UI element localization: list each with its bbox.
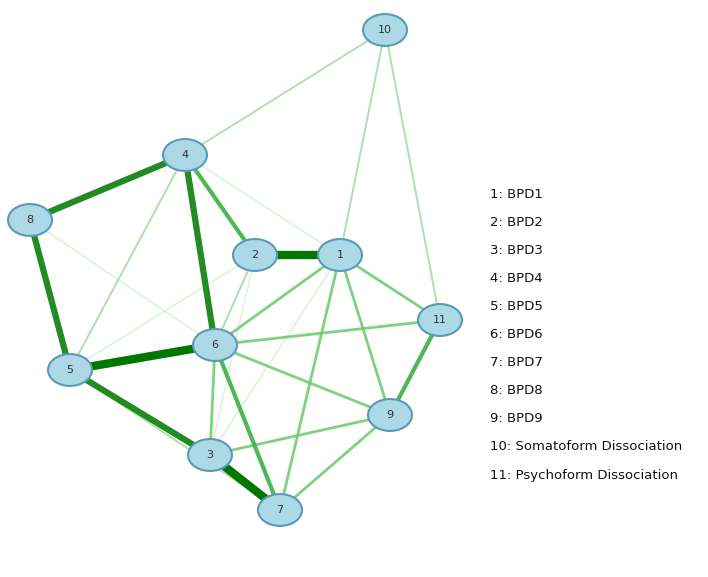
Text: 3: 3 (207, 450, 214, 460)
Ellipse shape (363, 14, 407, 46)
Text: 9: 9 (387, 410, 394, 420)
Text: 1: BPD1: 1: BPD1 (490, 189, 543, 201)
Text: 11: Psychoform Dissociation: 11: Psychoform Dissociation (490, 469, 678, 481)
Ellipse shape (418, 304, 462, 336)
Text: 2: BPD2: 2: BPD2 (490, 216, 543, 230)
Text: 11: 11 (433, 315, 447, 325)
Ellipse shape (233, 239, 277, 271)
Text: 7: BPD7: 7: BPD7 (490, 357, 543, 369)
Text: 10: 10 (378, 25, 392, 35)
Text: 5: BPD5: 5: BPD5 (490, 301, 543, 313)
Text: 1: 1 (336, 250, 343, 260)
Ellipse shape (8, 204, 52, 236)
Text: 2: 2 (251, 250, 258, 260)
Text: 3: BPD3: 3: BPD3 (490, 245, 543, 257)
Text: 6: 6 (212, 340, 219, 350)
Text: 4: BPD4: 4: BPD4 (490, 272, 542, 286)
Ellipse shape (188, 439, 232, 471)
Ellipse shape (258, 494, 302, 526)
Text: 8: BPD8: 8: BPD8 (490, 384, 542, 398)
Ellipse shape (48, 354, 92, 386)
Ellipse shape (318, 239, 362, 271)
Text: 10: Somatoform Dissociation: 10: Somatoform Dissociation (490, 440, 683, 454)
Text: 6: BPD6: 6: BPD6 (490, 328, 542, 342)
Ellipse shape (193, 329, 237, 361)
Text: 9: BPD9: 9: BPD9 (490, 413, 542, 425)
Text: 4: 4 (181, 150, 188, 160)
Ellipse shape (368, 399, 412, 431)
Text: 7: 7 (276, 505, 284, 515)
Text: 8: 8 (26, 215, 33, 225)
Text: 5: 5 (67, 365, 74, 375)
Ellipse shape (163, 139, 207, 171)
